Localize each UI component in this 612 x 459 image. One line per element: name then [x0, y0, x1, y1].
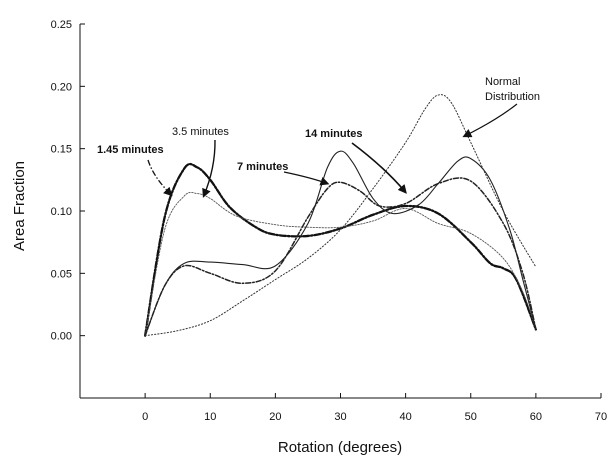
- x-tick-label: 50: [465, 411, 477, 423]
- x-tick-label: 20: [269, 411, 281, 423]
- series-line-3-5-minutes: [144, 191, 537, 337]
- annotation-arrow-normal-distribution: [462, 103, 518, 138]
- annotation-label-7-minutes: 7 minutes: [237, 161, 288, 173]
- x-tick-label: 30: [334, 411, 346, 423]
- x-tick-group: 0 10 20 30 40 50 60 70: [142, 393, 607, 423]
- y-axis-title: Area Fraction: [11, 161, 28, 251]
- series-line-normal-distribution: [144, 94, 537, 337]
- annotation-label-distribution: Distribution: [485, 91, 540, 103]
- x-axis-title: Rotation (degrees): [278, 439, 402, 456]
- annotation-arrow-1-45-minutes: [147, 159, 173, 197]
- y-tick-label: 0.05: [51, 268, 72, 280]
- series-line-1-45-minutes: [143, 162, 538, 337]
- x-tick-label: 10: [204, 411, 216, 423]
- annotation-group: 1.45 minutes 3.5 minutes 7 minutes 14 mi…: [97, 76, 540, 198]
- x-tick-label: 0: [142, 411, 148, 423]
- y-tick-group: 0.00 0.05 0.10 0.15 0.20 0.25: [51, 19, 85, 343]
- y-tick-label: 0.20: [51, 81, 72, 93]
- annotation-label-normal: Normal: [485, 76, 520, 88]
- plot-area: [79, 24, 601, 399]
- series-group: [143, 94, 538, 337]
- annotation-label-14-minutes: 14 minutes: [305, 128, 362, 140]
- series-line-14-minutes: [144, 150, 537, 337]
- annotation-arrow-14-minutes: [351, 142, 407, 194]
- annotation-label-1-45-minutes: 1.45 minutes: [97, 144, 164, 156]
- x-tick-label: 40: [400, 411, 412, 423]
- y-tick-label: 0.25: [51, 19, 72, 31]
- series-line-7-minutes: [144, 177, 537, 337]
- y-tick-label: 0.00: [51, 331, 72, 343]
- y-tick-label: 0.15: [51, 144, 72, 156]
- x-tick-label: 60: [530, 411, 542, 423]
- annotation-arrow-3-5-minutes: [202, 139, 216, 198]
- y-tick-label: 0.10: [51, 206, 72, 218]
- annotation-label-3-5-minutes: 3.5 minutes: [172, 126, 229, 138]
- annotation-arrow-7-minutes: [283, 171, 330, 186]
- x-tick-label: 70: [595, 411, 607, 423]
